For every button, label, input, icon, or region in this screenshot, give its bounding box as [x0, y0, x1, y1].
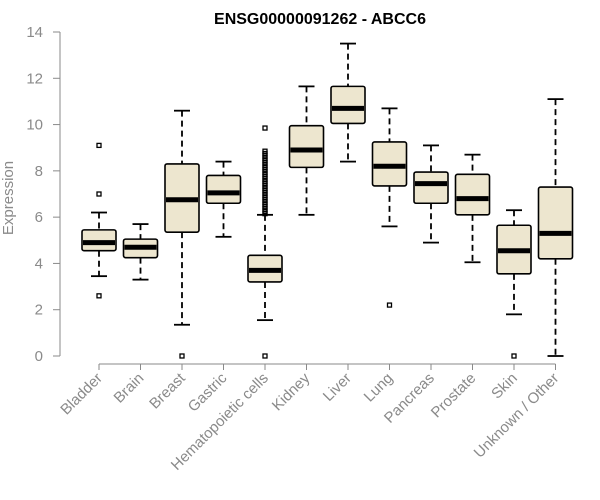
box-1 — [81, 142, 117, 299]
y-tick-label: 6 — [35, 209, 43, 226]
outlier-point — [96, 191, 102, 197]
x-tick-label: Brain — [111, 370, 148, 407]
y-tick-label: 8 — [35, 163, 43, 180]
x-tick-label: Kidney — [269, 369, 314, 414]
iqr-box — [537, 186, 574, 260]
outlier-point — [96, 293, 102, 299]
y-axis-label: Expression — [0, 161, 17, 235]
box-11 — [496, 209, 532, 359]
y-tick-label: 0 — [35, 348, 43, 365]
outlier-point — [179, 353, 185, 359]
outlier-point — [262, 148, 268, 154]
y-tick-label: 10 — [26, 117, 43, 134]
x-tick-label: Breast — [146, 369, 189, 412]
x-tick-label: Skin — [488, 370, 521, 403]
y-tick-label: 4 — [35, 255, 43, 272]
x-tick-label: Liver — [320, 370, 355, 405]
iqr-box — [454, 173, 491, 216]
box-10 — [454, 153, 491, 264]
y-tick-label: 12 — [26, 70, 43, 87]
outlier-point — [262, 353, 268, 359]
iqr-box — [205, 174, 242, 205]
box-4 — [205, 160, 242, 238]
outlier-point — [386, 302, 393, 308]
box-7 — [330, 42, 366, 163]
x-tick-label: Prostate — [428, 370, 480, 422]
box-2 — [122, 223, 159, 281]
outlier-point — [511, 353, 517, 359]
box-8 — [371, 107, 408, 308]
iqr-box — [288, 124, 325, 169]
iqr-box — [413, 171, 449, 205]
outlier-point — [262, 125, 268, 131]
y-axis-ticks: 0 2 4 6 8 10 12 14 — [26, 24, 60, 365]
outlier-point — [96, 142, 102, 149]
box-6 — [288, 85, 325, 216]
y-tick-label: 2 — [35, 302, 43, 319]
box-3 — [164, 109, 200, 359]
x-tick-label: Bladder — [57, 370, 106, 419]
iqr-box — [330, 85, 366, 125]
box-5 — [247, 125, 283, 359]
box-12 — [537, 98, 574, 357]
box-9 — [413, 144, 449, 244]
chart-title: ENSG00000091262 - ABCC6 — [214, 11, 426, 28]
boxes-group — [81, 42, 574, 359]
x-tick-label: Lung — [361, 370, 397, 406]
y-tick-label: 14 — [26, 24, 43, 41]
